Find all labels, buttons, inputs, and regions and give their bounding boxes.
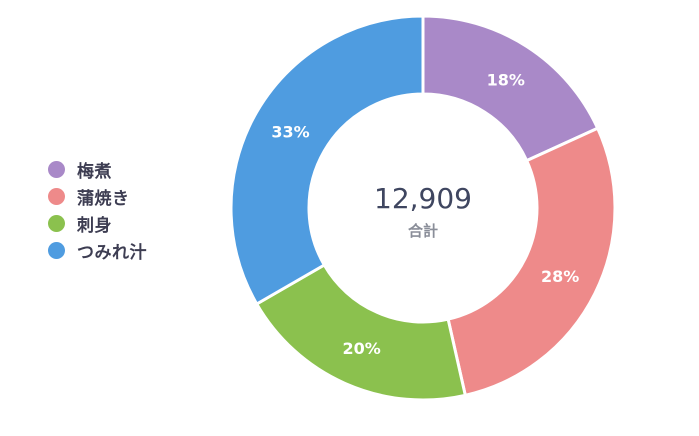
slices-group [229, 14, 617, 402]
legend-label: 蒲焼き [77, 189, 130, 209]
slice-label-umeni: 18% [487, 70, 525, 89]
legend-label: 刺身 [77, 216, 112, 236]
slice-label-tsumirejiru: 33% [271, 123, 309, 142]
slice-kabayaki[interactable] [446, 126, 617, 398]
legend-item-sashimi[interactable]: 刺身 [48, 210, 147, 237]
legend-swatch [48, 188, 65, 205]
legend-label: つみれ汁 [77, 243, 147, 263]
center-total-caption: 合計 [407, 222, 438, 240]
legend-swatch [48, 161, 65, 178]
slice-sashimi[interactable] [254, 262, 468, 402]
legend-label: 梅煮 [77, 162, 112, 182]
slice-tsumirejiru[interactable] [229, 14, 425, 307]
center-total-value: 12,909 [374, 182, 472, 215]
legend-item-tsumirejiru[interactable]: つみれ汁 [48, 237, 147, 264]
legend-swatch [48, 242, 65, 259]
legend-item-umeni[interactable]: 梅煮 [48, 156, 147, 183]
slice-label-sashimi: 20% [343, 339, 381, 358]
slice-label-kabayaki: 28% [541, 267, 579, 286]
legend: 梅煮 蒲焼き 刺身 つみれ汁 [48, 156, 147, 264]
slice-labels-group: 18% 28% 20% 33% [271, 70, 579, 358]
legend-item-kabayaki[interactable]: 蒲焼き [48, 183, 147, 210]
legend-swatch [48, 215, 65, 232]
